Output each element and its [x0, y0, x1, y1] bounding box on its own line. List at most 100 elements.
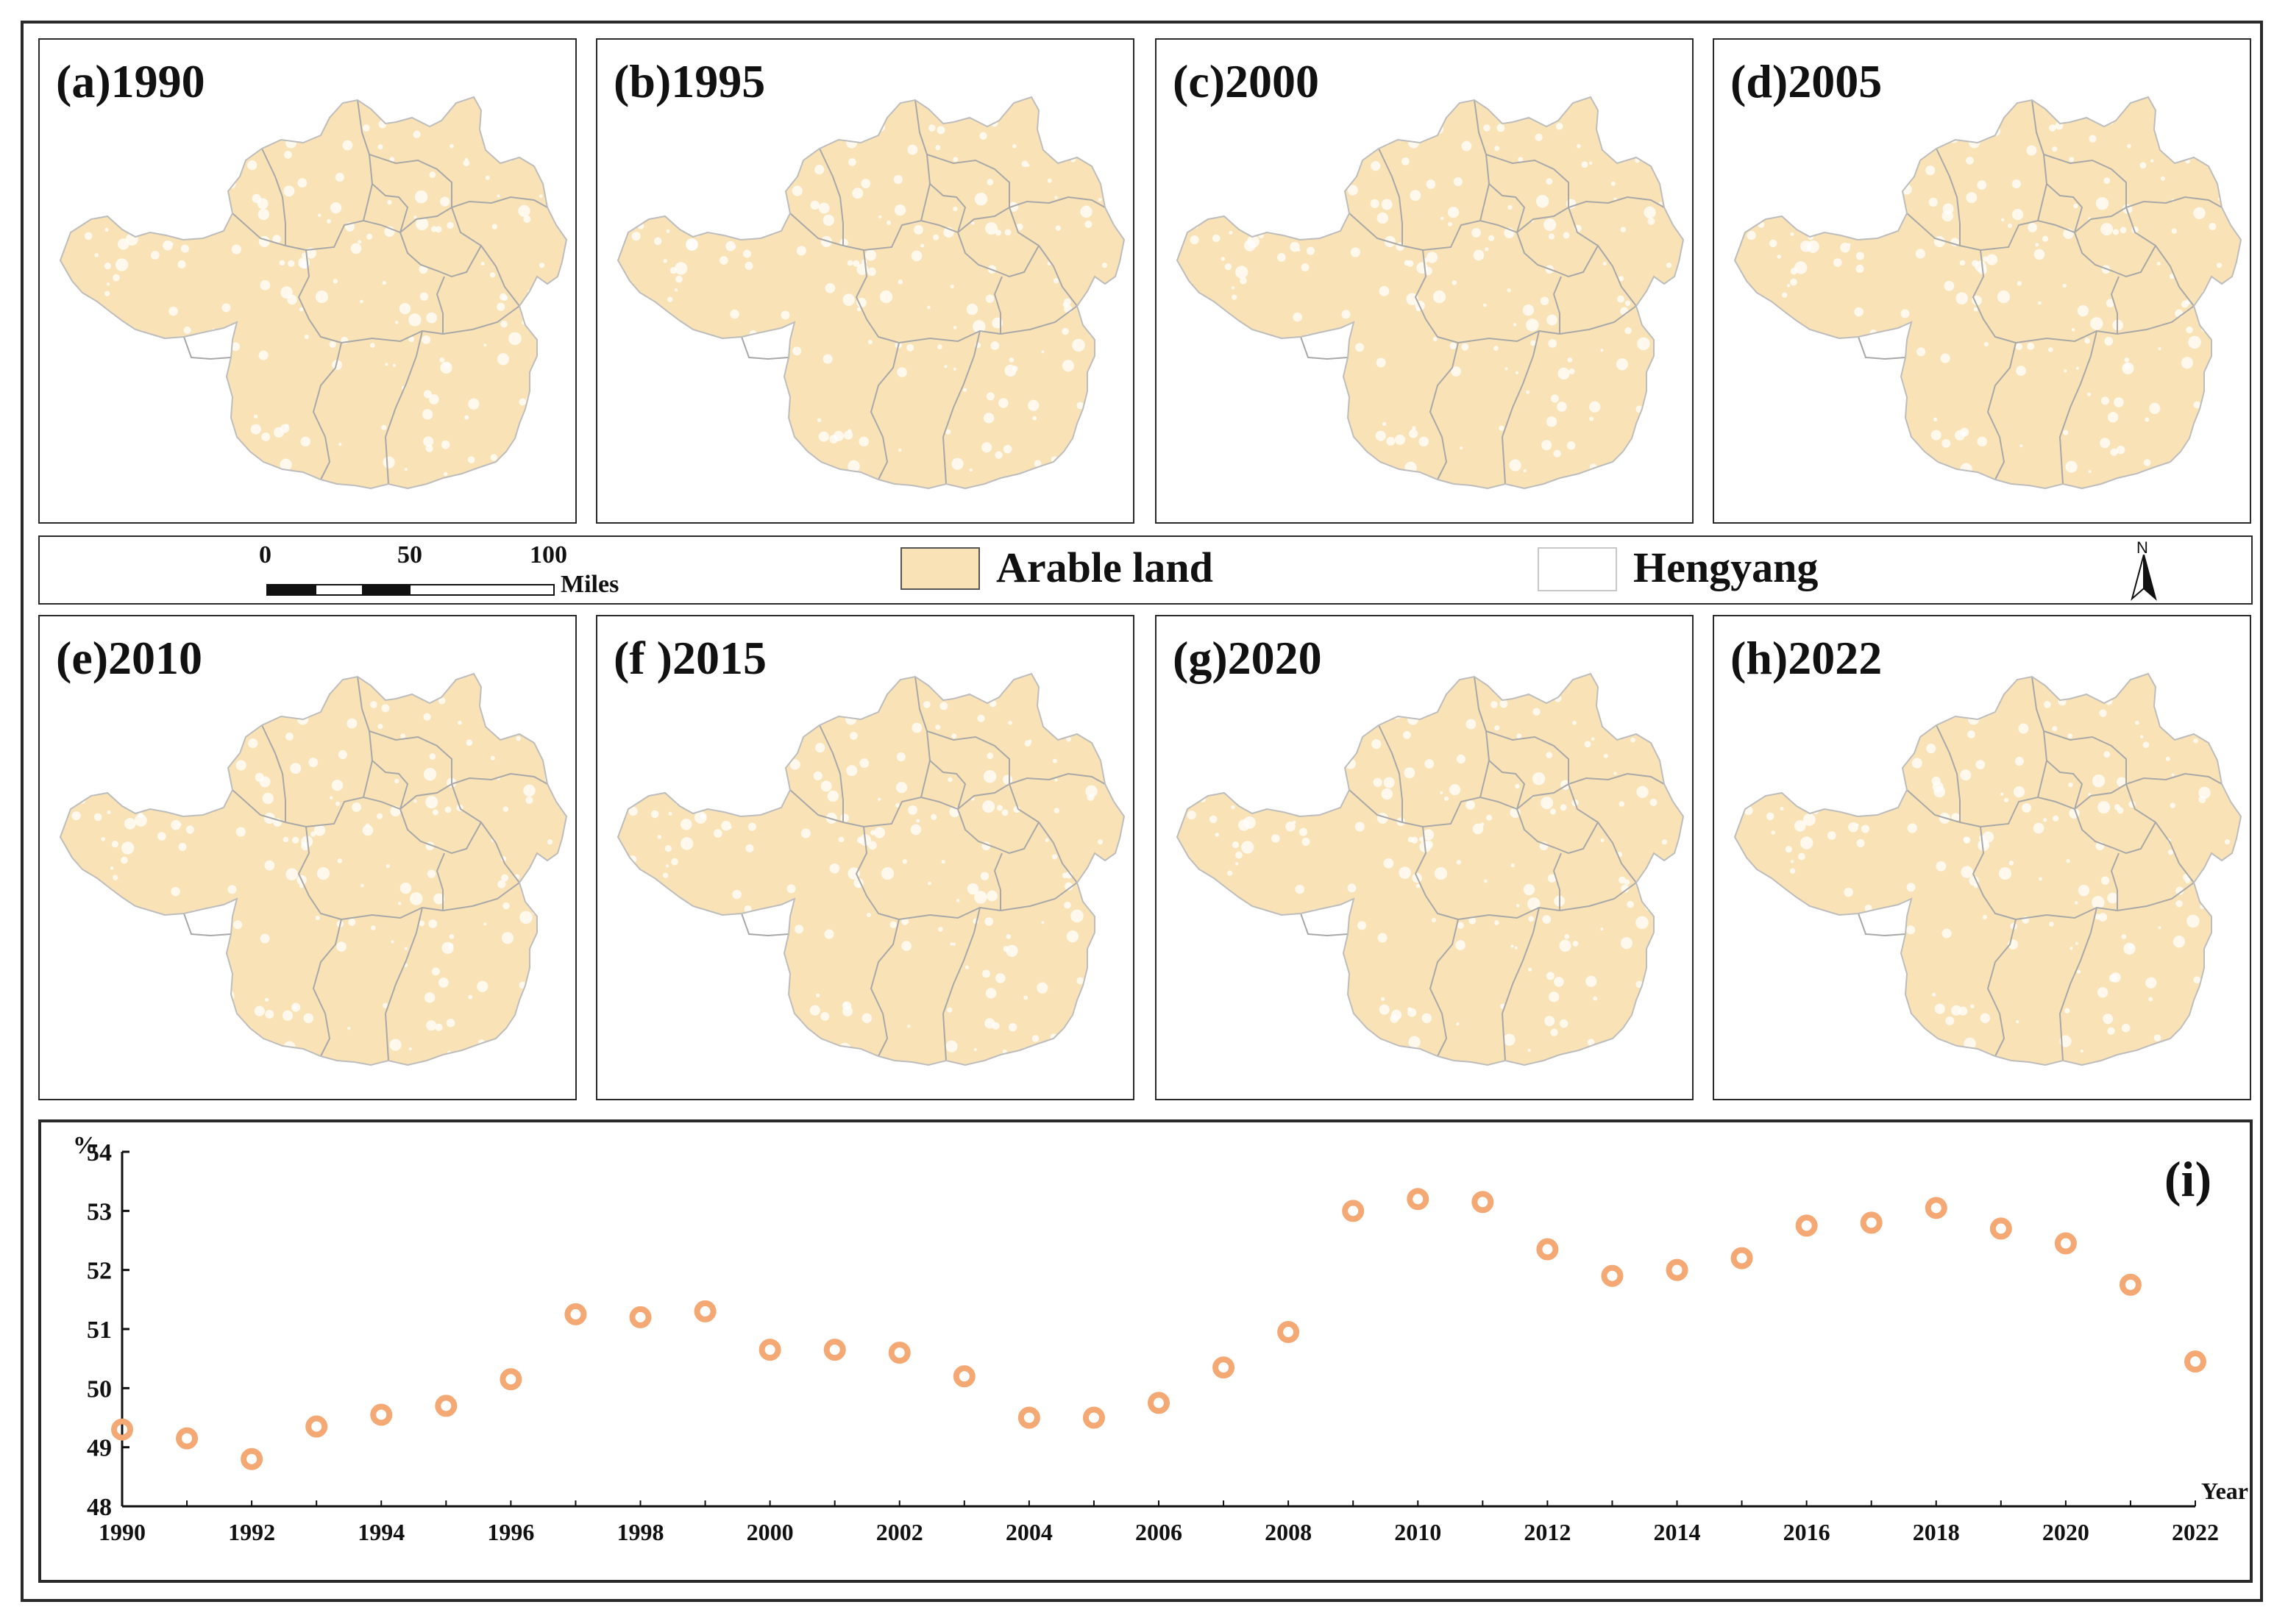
chart-panel: 48 49 50 51 52 53 54 1990 1992 1994 1996 1998 2000 20… [38, 1119, 2253, 1583]
x-tick-label: 1994 [358, 1519, 405, 1545]
county-boundary [957, 772, 1106, 810]
data-point [241, 1447, 263, 1470]
map-panel-label: (a)1990 [56, 55, 205, 107]
county-boundary [261, 724, 286, 822]
county-boundary [863, 219, 959, 251]
county-boundary [305, 219, 401, 251]
county-boundary [1422, 219, 1518, 251]
scale-tick-label: 100 [530, 541, 567, 569]
county-boundary [2043, 730, 2127, 784]
county-boundary [2125, 783, 2195, 883]
county-boundary [819, 724, 844, 822]
arable-land-area [618, 97, 1124, 488]
data-point [1666, 1258, 1688, 1281]
county-boundary [297, 826, 342, 920]
y-tick-label: 54 [87, 1139, 112, 1167]
y-tick-label: 49 [87, 1435, 112, 1462]
data-point [953, 1365, 976, 1388]
county-boundary [1422, 796, 1518, 827]
county-boundary [1300, 913, 1349, 937]
data-point [435, 1395, 458, 1417]
hengyang-arable-map [1176, 96, 1685, 490]
x-tick-label: 2000 [747, 1519, 794, 1545]
county-boundary [1485, 730, 1569, 784]
data-point [1082, 1406, 1105, 1429]
map-panel: (g)2020 [1155, 615, 1694, 1100]
county-boundary [451, 783, 520, 883]
arable-land-area [618, 674, 1124, 1065]
map-panel: (e)2010 [38, 615, 577, 1100]
data-point [1601, 1264, 1624, 1287]
county-boundary [942, 907, 981, 1061]
x-tick-label: 2008 [1265, 1519, 1312, 1545]
data-point [370, 1403, 393, 1426]
county-boundary [183, 913, 232, 937]
north-label: N [2136, 538, 2148, 557]
y-tick-label: 48 [87, 1494, 112, 1521]
county-boundary [2046, 760, 2083, 810]
county-boundary [1568, 207, 1637, 307]
map-panel: (c)2000 [1155, 38, 1694, 524]
map-panel: (a)1990 [38, 38, 577, 524]
county-boundary [1516, 196, 1665, 233]
data-point [500, 1368, 522, 1391]
county-boundary [957, 808, 1040, 855]
arable-land-area [1735, 97, 2241, 488]
county-boundary [1457, 882, 1637, 920]
county-boundary [898, 882, 1078, 920]
county-boundary [1972, 249, 2017, 343]
city-boundary [617, 672, 1126, 1066]
county-boundary [1009, 783, 1078, 883]
county-boundary [741, 913, 789, 937]
arable-land-area [60, 674, 566, 1065]
county-boundary [1568, 783, 1637, 883]
county-boundary [957, 196, 1106, 233]
county-boundary [1349, 789, 1424, 827]
county-boundary [1980, 219, 2075, 251]
county-boundary [183, 336, 232, 360]
county-boundary [312, 919, 342, 1057]
county-boundary [372, 760, 409, 810]
county-boundary [741, 336, 789, 360]
county-boundary [312, 342, 342, 480]
map-legend: 0 50 100 Miles Arable land Hengyang N [38, 535, 2253, 605]
county-boundary [369, 730, 452, 784]
county-boundary [819, 148, 844, 246]
scale-unit: Miles [561, 571, 619, 598]
county-boundary [384, 330, 423, 485]
arable-land-area [1735, 674, 2241, 1065]
county-boundary [1906, 789, 1981, 827]
data-point [1925, 1197, 1947, 1219]
county-boundary [1980, 796, 2075, 827]
city-boundary [59, 672, 568, 1066]
county-boundary [2015, 882, 2195, 920]
map-panel-label: (h)2022 [1730, 632, 1883, 684]
county-boundary [369, 154, 452, 207]
county-boundary [1986, 342, 2017, 480]
data-point [758, 1339, 781, 1361]
county-boundary [1858, 913, 1906, 937]
county-boundary [261, 148, 286, 246]
county-boundary [1936, 724, 1961, 822]
county-boundary [1552, 852, 1562, 911]
hengyang-arable-map [617, 96, 1126, 490]
legend-label-hengyang: Hengyang [1633, 544, 1819, 591]
data-point [564, 1303, 587, 1325]
x-tick-label: 2002 [876, 1519, 923, 1545]
county-boundary [2046, 183, 2083, 233]
y-tick-label: 51 [87, 1317, 112, 1344]
scale-tick-label: 50 [397, 541, 422, 569]
data-point [1795, 1214, 1818, 1237]
map-panel: (b)1995 [596, 38, 1134, 524]
county-boundary [2110, 852, 2120, 911]
data-point [2119, 1273, 2142, 1296]
county-boundary [1378, 148, 1403, 246]
county-boundary [2043, 154, 2127, 207]
arable-land-area [1177, 97, 1683, 488]
county-boundary [305, 796, 401, 827]
county-boundary [1457, 305, 1637, 343]
county-boundary [2110, 276, 2120, 334]
scale-bar-graphic [266, 584, 555, 596]
county-boundary [942, 330, 981, 485]
map-panel: (f )2015 [596, 615, 1134, 1100]
